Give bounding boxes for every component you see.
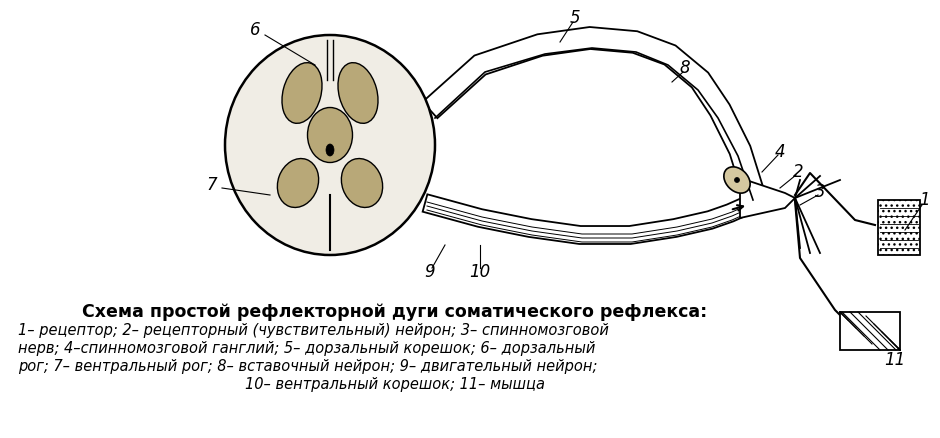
Bar [840, 312, 900, 350]
Text: рог; 7– вентральный рог; 8– вставочный нейрон; 9– двигательный нейрон;: рог; 7– вентральный рог; 8– вставочный н… [18, 359, 598, 374]
Ellipse shape [326, 144, 334, 156]
Text: 7: 7 [207, 176, 217, 194]
Text: 10: 10 [469, 263, 491, 281]
Ellipse shape [277, 159, 319, 208]
Text: 9: 9 [425, 263, 435, 281]
Text: 8: 8 [680, 59, 690, 77]
Text: 11: 11 [885, 351, 905, 369]
Ellipse shape [338, 63, 378, 124]
Text: Схема простой рефлекторной дуги соматического рефлекса:: Схема простой рефлекторной дуги соматиче… [82, 303, 708, 321]
Ellipse shape [734, 177, 740, 183]
Text: 10– вентральный корешок; 11– мышца: 10– вентральный корешок; 11– мышца [244, 377, 545, 392]
Text: 1: 1 [919, 191, 931, 209]
Ellipse shape [341, 159, 383, 208]
Ellipse shape [225, 35, 435, 255]
Text: 3: 3 [815, 183, 825, 201]
Ellipse shape [282, 63, 322, 124]
Polygon shape [740, 178, 795, 218]
Polygon shape [423, 192, 761, 244]
Text: 2: 2 [792, 163, 804, 181]
Text: 4: 4 [775, 143, 785, 161]
Text: 1– рецептор; 2– рецепторный (чувствительный) нейрон; 3– спинномозговой: 1– рецептор; 2– рецепторный (чувствитель… [18, 323, 609, 338]
Ellipse shape [307, 107, 352, 162]
Text: нерв; 4–спинномозговой ганглий; 5– дорзальный корешок; 6– дорзальный: нерв; 4–спинномозговой ганглий; 5– дорза… [18, 341, 595, 356]
Text: 6: 6 [250, 21, 260, 39]
Text: 5: 5 [570, 9, 580, 27]
Bar [878, 200, 920, 255]
Polygon shape [423, 27, 765, 201]
Ellipse shape [724, 167, 750, 193]
